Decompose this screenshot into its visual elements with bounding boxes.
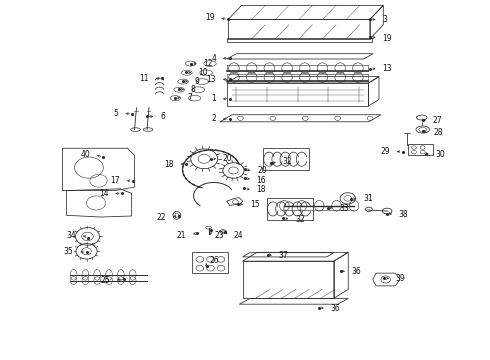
Text: 4: 4 [211, 54, 216, 63]
Text: 33: 33 [339, 204, 349, 213]
Text: 2: 2 [212, 114, 216, 123]
Text: 39: 39 [396, 274, 406, 283]
Text: 22: 22 [157, 212, 166, 221]
Text: 40: 40 [81, 150, 90, 159]
Text: 19: 19 [205, 13, 215, 22]
Text: 23: 23 [214, 230, 224, 239]
Text: 31: 31 [363, 194, 373, 203]
Text: 17: 17 [111, 176, 120, 185]
Text: 12: 12 [203, 59, 213, 68]
Text: 36: 36 [352, 267, 361, 276]
Bar [263, 148, 309, 170]
Text: 3: 3 [382, 15, 387, 24]
Text: 20: 20 [257, 166, 267, 175]
Bar [267, 198, 313, 220]
Text: 18: 18 [257, 185, 266, 194]
Text: 25: 25 [101, 276, 111, 285]
Text: 11: 11 [140, 74, 149, 83]
Text: 32: 32 [295, 215, 305, 224]
Text: 37: 37 [279, 251, 288, 260]
Text: 10: 10 [198, 68, 208, 77]
Text: 35: 35 [64, 247, 74, 256]
Text: 24: 24 [233, 231, 243, 240]
Text: 19: 19 [382, 34, 392, 43]
Text: 15: 15 [250, 200, 259, 209]
Text: 16: 16 [257, 176, 266, 185]
Bar [192, 252, 228, 274]
Text: 9: 9 [195, 77, 199, 86]
Text: 5: 5 [114, 109, 119, 118]
Text: 29: 29 [380, 147, 390, 156]
Bar [227, 38, 372, 42]
Text: 27: 27 [432, 116, 442, 125]
Bar [408, 144, 433, 155]
Text: 21: 21 [177, 230, 186, 239]
Text: 20: 20 [223, 154, 233, 163]
Text: 30: 30 [435, 150, 445, 159]
Text: 36: 36 [330, 304, 340, 313]
Text: 6: 6 [160, 112, 165, 121]
Text: 13: 13 [382, 64, 392, 73]
Text: 38: 38 [399, 210, 408, 219]
Text: 18: 18 [165, 159, 174, 168]
Text: 28: 28 [433, 128, 443, 137]
Text: 14: 14 [99, 189, 109, 198]
Text: 13: 13 [207, 75, 216, 84]
Text: 32: 32 [282, 157, 292, 166]
Text: 1: 1 [212, 94, 216, 103]
Text: 34: 34 [67, 230, 76, 239]
Text: 26: 26 [209, 256, 219, 265]
Text: 8: 8 [191, 85, 196, 94]
Text: 7: 7 [187, 93, 192, 102]
